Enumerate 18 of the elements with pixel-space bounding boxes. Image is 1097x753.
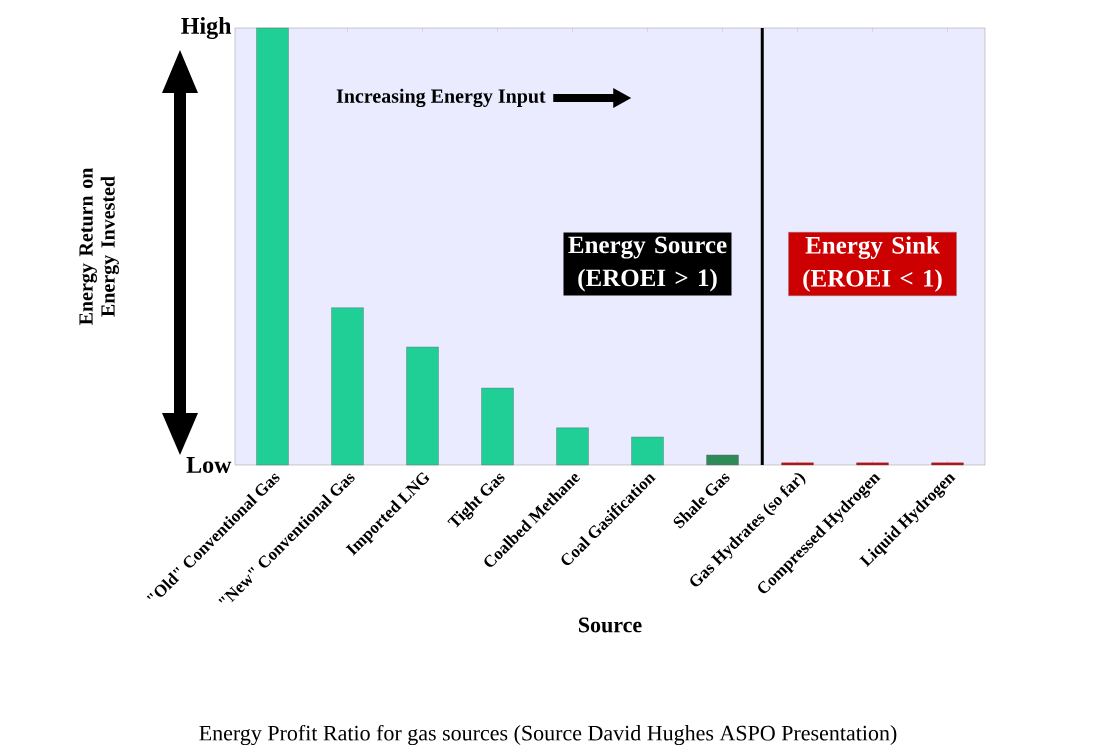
annotation: Energy Source (EROEI > 1) [568,236,727,292]
bar [406,346,439,466]
bar [556,427,589,466]
bar [706,454,739,466]
bar [931,462,964,466]
text: Low [186,457,232,473]
bar [631,436,664,466]
text: Energy Profit Ratio for gas sources (Source David Hughes ASPO Presentation) [199,724,897,746]
x-axis-title: Source [579,617,642,633]
bar [256,27,289,466]
bar [856,462,889,466]
y-axis-title: Energy Return on Energy Invested [79,167,119,326]
bar [481,387,514,466]
bar [331,307,364,466]
annotation: Energy Sink (EROEI < 1) [803,236,942,292]
annotation: Increasing Energy Input [336,88,546,108]
bar [781,462,814,466]
text: High [181,17,232,39]
